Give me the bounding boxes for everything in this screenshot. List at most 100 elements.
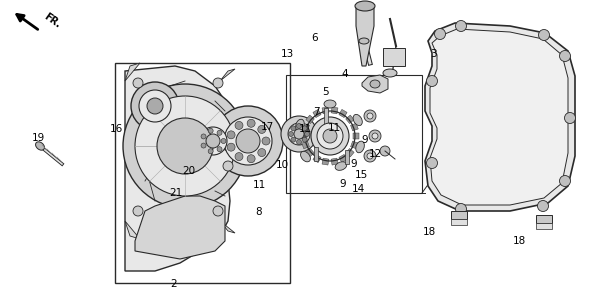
Circle shape (367, 153, 373, 159)
Circle shape (191, 119, 235, 163)
Circle shape (323, 129, 337, 143)
Text: 14: 14 (352, 184, 365, 194)
Text: 5: 5 (322, 87, 329, 97)
Bar (301, 133, 307, 139)
Circle shape (147, 98, 163, 114)
Bar (306, 115, 314, 123)
Circle shape (288, 123, 310, 145)
Text: 2: 2 (171, 279, 178, 290)
Text: 11: 11 (327, 123, 340, 133)
Text: 9: 9 (350, 159, 358, 169)
Circle shape (135, 96, 235, 196)
Circle shape (235, 121, 243, 129)
Circle shape (206, 134, 220, 148)
Bar (536, 215, 552, 223)
Text: 12: 12 (369, 148, 382, 159)
Circle shape (367, 113, 373, 119)
Bar (313, 154, 321, 163)
Circle shape (427, 157, 438, 169)
Circle shape (302, 137, 307, 142)
Circle shape (227, 131, 235, 139)
Ellipse shape (370, 80, 380, 88)
Bar (313, 109, 321, 118)
Bar (322, 158, 329, 165)
Circle shape (139, 90, 171, 122)
Text: 17: 17 (261, 122, 274, 132)
Circle shape (221, 138, 226, 144)
Text: 16: 16 (110, 124, 123, 135)
Bar (353, 133, 359, 139)
Text: 6: 6 (311, 33, 318, 43)
Circle shape (297, 123, 301, 129)
Polygon shape (362, 75, 388, 93)
Circle shape (213, 206, 223, 216)
Ellipse shape (335, 162, 347, 170)
Bar (346, 148, 354, 157)
Circle shape (201, 134, 206, 139)
Bar (350, 141, 358, 149)
Bar (115, 63, 290, 283)
Circle shape (201, 143, 206, 148)
Text: 9: 9 (339, 178, 346, 189)
Text: 21: 21 (169, 188, 182, 198)
Polygon shape (425, 23, 575, 211)
Bar (346, 115, 354, 123)
Circle shape (455, 20, 467, 32)
Circle shape (123, 84, 247, 208)
Circle shape (559, 175, 571, 187)
Ellipse shape (383, 69, 397, 77)
Circle shape (235, 153, 243, 161)
Bar (451, 211, 467, 219)
Bar (306, 148, 314, 157)
Text: 3: 3 (430, 49, 437, 59)
Polygon shape (135, 196, 225, 259)
Bar (350, 123, 358, 131)
Circle shape (302, 126, 307, 131)
Text: 4: 4 (342, 69, 349, 79)
Text: 11: 11 (299, 124, 312, 135)
Circle shape (311, 117, 349, 155)
Text: 10: 10 (276, 160, 289, 170)
Polygon shape (220, 221, 235, 233)
Bar (301, 141, 309, 149)
Ellipse shape (35, 142, 44, 150)
Text: 19: 19 (32, 133, 45, 144)
Ellipse shape (359, 38, 369, 44)
Polygon shape (356, 6, 374, 66)
Bar (339, 109, 347, 118)
Circle shape (369, 130, 381, 142)
Circle shape (427, 76, 438, 86)
Text: 15: 15 (355, 170, 368, 180)
Circle shape (133, 206, 143, 216)
Ellipse shape (300, 151, 310, 162)
Circle shape (247, 119, 255, 127)
Circle shape (217, 130, 222, 135)
Circle shape (227, 143, 235, 151)
Circle shape (262, 137, 270, 145)
Circle shape (455, 203, 467, 215)
Circle shape (208, 149, 213, 154)
Bar (322, 107, 329, 114)
Circle shape (364, 110, 376, 122)
Circle shape (434, 29, 445, 39)
Ellipse shape (353, 114, 362, 126)
Polygon shape (220, 69, 235, 81)
Text: 9: 9 (361, 135, 368, 145)
Text: 7: 7 (313, 107, 320, 117)
Circle shape (281, 116, 317, 152)
Text: FR.: FR. (42, 11, 63, 30)
Ellipse shape (296, 119, 304, 131)
Circle shape (157, 118, 213, 174)
Circle shape (539, 29, 549, 41)
Circle shape (223, 141, 233, 151)
Polygon shape (125, 221, 140, 239)
Bar (345, 150, 349, 164)
Circle shape (213, 78, 223, 88)
Text: 13: 13 (281, 49, 294, 59)
Text: 18: 18 (423, 227, 436, 237)
Ellipse shape (356, 141, 365, 153)
Circle shape (304, 132, 310, 136)
Circle shape (565, 113, 575, 123)
Circle shape (291, 126, 296, 131)
Bar (536, 223, 552, 229)
